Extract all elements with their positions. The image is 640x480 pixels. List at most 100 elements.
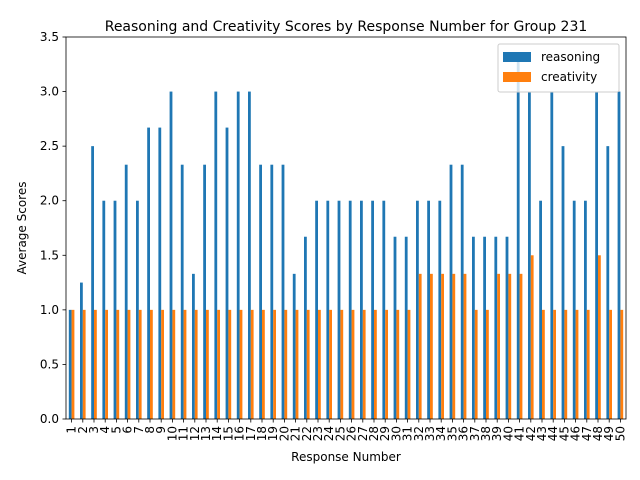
bar-reasoning-38 — [483, 236, 486, 419]
x-tick-label: 3 — [87, 426, 101, 434]
x-tick-label: 19 — [266, 426, 280, 441]
bar-reasoning-13 — [203, 164, 206, 419]
y-tick-label: 3.5 — [40, 30, 59, 44]
x-tick-label: 44 — [546, 426, 560, 441]
legend-label-reasoning: reasoning — [541, 50, 600, 64]
bar-creativity-50 — [620, 309, 624, 419]
bar-creativity-29 — [385, 309, 388, 419]
bar-reasoning-22 — [304, 236, 307, 419]
bar-creativity-9 — [161, 309, 164, 419]
bar-reasoning-2 — [80, 282, 83, 419]
bar-reasoning-46 — [572, 200, 576, 419]
x-tick-label: 17 — [244, 426, 258, 441]
x-tick-label: 28 — [367, 426, 381, 441]
bar-creativity-26 — [351, 309, 355, 419]
bar-reasoning-8 — [147, 127, 150, 419]
bar-creativity-14 — [217, 309, 220, 419]
x-tick-label: 2 — [76, 426, 90, 434]
bar-reasoning-48 — [595, 91, 598, 419]
y-tick-label: 0.0 — [40, 412, 59, 426]
bar-creativity-16 — [239, 309, 243, 419]
bar-reasoning-30 — [393, 236, 397, 419]
x-tick-label: 36 — [457, 426, 471, 441]
bar-reasoning-20 — [281, 164, 285, 419]
x-tick-label: 5 — [109, 426, 123, 434]
x-tick-label: 32 — [412, 426, 426, 441]
x-tick-label: 20 — [277, 426, 291, 441]
bar-reasoning-44 — [550, 91, 554, 419]
bar-creativity-24 — [329, 309, 332, 419]
y-tick-label: 2.0 — [40, 194, 59, 208]
bar-creativity-43 — [542, 309, 545, 419]
bar-creativity-21 — [295, 309, 299, 419]
bar-reasoning-50 — [617, 91, 621, 419]
x-tick-label: 50 — [613, 426, 627, 441]
bar-creativity-35 — [452, 273, 456, 419]
x-tick-label: 26 — [345, 426, 359, 441]
y-tick-label: 3.0 — [40, 85, 59, 99]
bar-creativity-48 — [598, 255, 601, 419]
x-tick-label: 9 — [154, 426, 168, 434]
bar-creativity-2 — [82, 309, 86, 419]
x-axis: 1234567891011121314151617181920212223242… — [65, 419, 627, 441]
bar-reasoning-18 — [259, 164, 262, 419]
x-tick-label: 43 — [535, 426, 549, 441]
legend: reasoning creativity — [497, 43, 620, 93]
bar-reasoning-6 — [124, 164, 128, 419]
x-tick-label: 15 — [221, 426, 235, 441]
bar-reasoning-37 — [472, 236, 475, 419]
bar-creativity-8 — [150, 309, 153, 419]
bar-creativity-47 — [586, 309, 590, 419]
legend-label-creativity: creativity — [541, 70, 597, 84]
bar-reasoning-1 — [68, 309, 72, 419]
bar-reasoning-23 — [315, 200, 318, 419]
bar-reasoning-41 — [516, 55, 520, 420]
bar-reasoning-26 — [348, 200, 352, 419]
x-tick-label: 24 — [322, 426, 336, 441]
bar-reasoning-25 — [337, 200, 341, 419]
bar-reasoning-36 — [460, 164, 464, 419]
bar-creativity-41 — [519, 273, 523, 419]
x-tick-label: 31 — [401, 426, 415, 441]
bar-creativity-42 — [530, 255, 534, 419]
x-tick-label: 11 — [177, 426, 191, 441]
x-tick-label: 25 — [333, 426, 347, 441]
x-tick-label: 8 — [143, 426, 157, 434]
bar-reasoning-34 — [438, 200, 442, 419]
bar-reasoning-19 — [270, 164, 274, 419]
bar-reasoning-40 — [505, 236, 509, 419]
bar-reasoning-47 — [584, 200, 587, 419]
bar-reasoning-16 — [236, 91, 240, 419]
bar-reasoning-31 — [404, 236, 408, 419]
bar-creativity-31 — [407, 309, 411, 419]
x-tick-label: 10 — [165, 426, 179, 441]
bar-reasoning-21 — [292, 273, 296, 419]
x-tick-label: 29 — [378, 426, 392, 441]
x-tick-label: 49 — [602, 426, 616, 441]
bar-creativity-27 — [362, 309, 366, 419]
x-tick-label: 41 — [513, 426, 527, 441]
bar-creativity-32 — [418, 273, 422, 419]
bar-creativity-1 — [71, 309, 75, 419]
bar-reasoning-4 — [102, 200, 106, 419]
bar-reasoning-11 — [180, 164, 184, 419]
x-tick-label: 18 — [255, 426, 269, 441]
bar-creativity-23 — [318, 309, 321, 419]
bar-reasoning-9 — [158, 127, 162, 419]
bar-creativity-11 — [183, 309, 187, 419]
x-tick-label: 22 — [300, 426, 314, 441]
x-tick-label: 4 — [98, 426, 112, 434]
bar-reasoning-39 — [494, 236, 498, 419]
bar-creativity-37 — [474, 309, 478, 419]
x-tick-label: 23 — [311, 426, 325, 441]
x-tick-label: 35 — [445, 426, 459, 441]
bar-creativity-34 — [441, 273, 444, 419]
bar-reasoning-15 — [225, 127, 229, 419]
bar-creativity-28 — [374, 309, 377, 419]
chart-title: Reasoning and Creativity Scores by Respo… — [105, 19, 588, 35]
bar-creativity-36 — [463, 273, 467, 419]
x-tick-label: 21 — [289, 426, 303, 441]
bar-reasoning-49 — [606, 146, 610, 419]
bar-creativity-30 — [396, 309, 400, 419]
